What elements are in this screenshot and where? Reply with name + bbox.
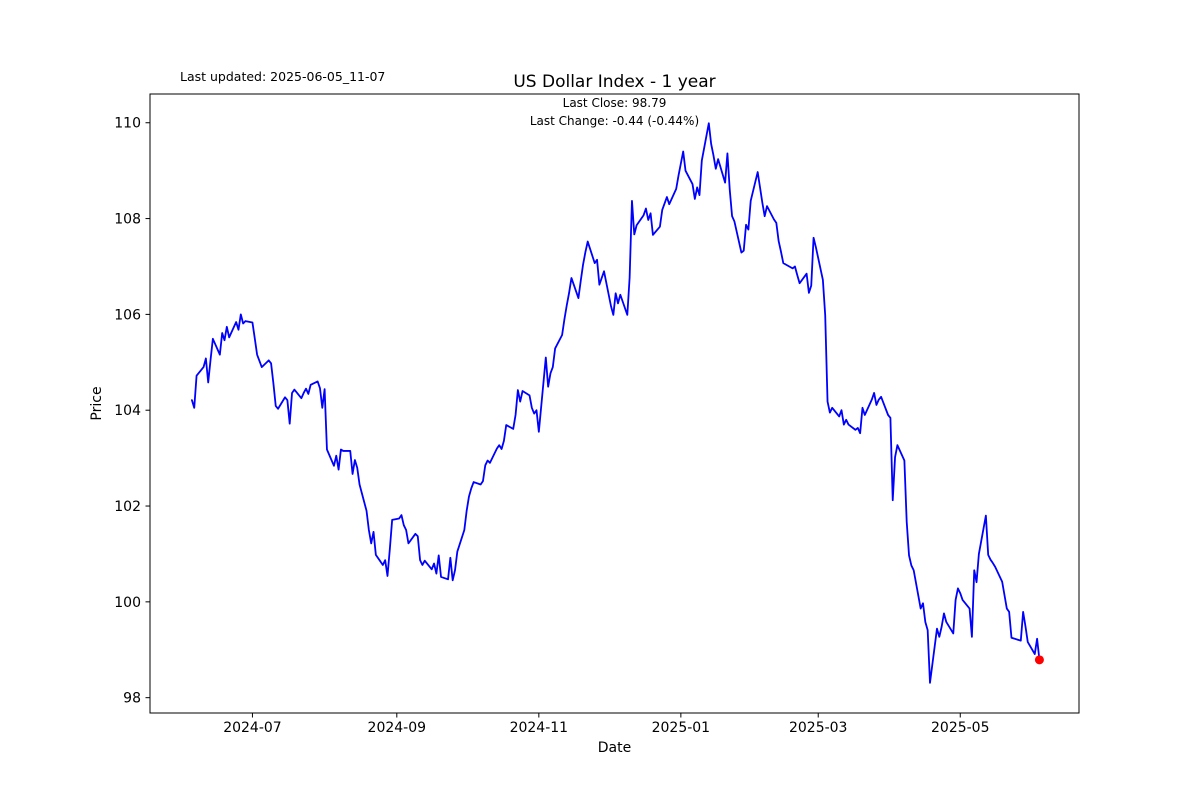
x-tick-label: 2025-05 [931, 720, 990, 736]
y-tick-label: 110 [114, 116, 141, 132]
y-tick-label: 102 [114, 499, 141, 515]
y-tick-label: 98 [123, 691, 141, 707]
y-tick-label: 108 [114, 212, 141, 228]
chart-title: US Dollar Index - 1 year [513, 72, 715, 92]
x-tick-label: 2025-01 [652, 720, 711, 736]
last-updated-label: Last updated: 2025-06-05_11-07 [180, 69, 385, 84]
chart-subtitle-last-change: Last Change: -0.44 (-0.44%) [530, 114, 699, 128]
x-tick-label: 2024-11 [510, 720, 569, 736]
x-axis-label: Date [598, 740, 631, 756]
plot-area [149, 93, 1080, 714]
last-close-marker [1034, 655, 1044, 665]
x-tick-label: 2025-03 [789, 720, 848, 736]
y-axis-label: Price [89, 386, 105, 420]
y-tick-label: 100 [114, 595, 141, 611]
y-tick-label: 104 [114, 403, 141, 419]
x-axis-ticks: 2024-07 2024-09 2024-11 2025-01 2025-03 2025-… [223, 713, 990, 736]
price-line [191, 122, 1041, 684]
x-tick-label: 2024-07 [223, 720, 282, 736]
x-tick-label: 2024-09 [368, 720, 427, 736]
y-tick-label: 106 [114, 307, 141, 323]
y-axis-ticks: 98 100 102 104 106 108 110 [114, 116, 150, 707]
chart-subtitle-last-close: Last Close: 98.79 [563, 96, 667, 110]
